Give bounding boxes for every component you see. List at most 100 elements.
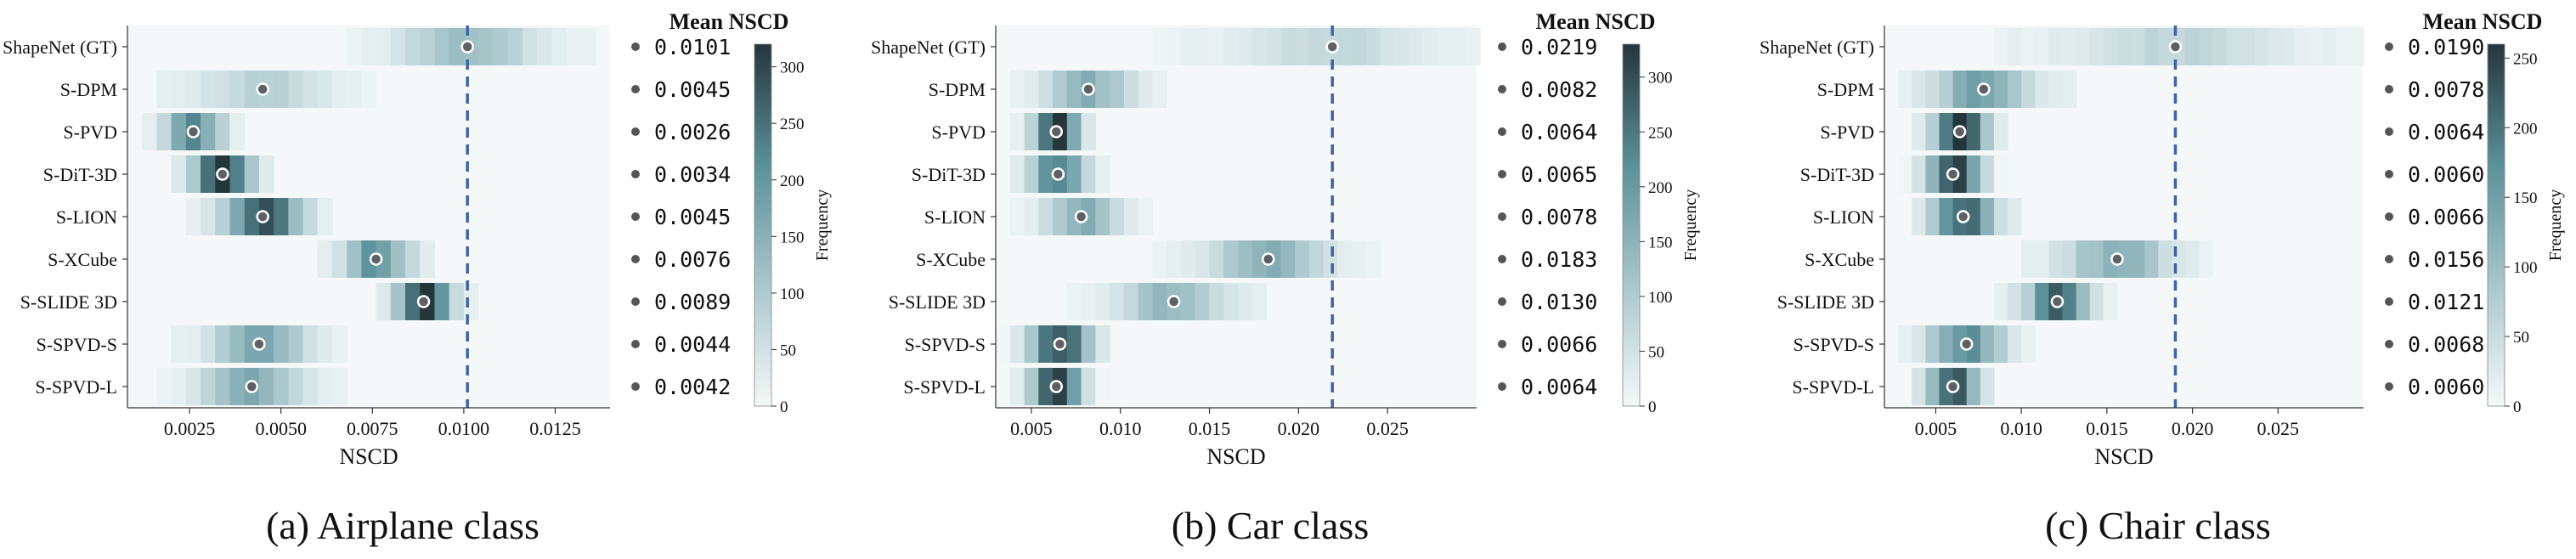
heatmap-cell <box>1925 325 1940 363</box>
x-axis-label: NSCD <box>339 444 398 469</box>
mean-value: 0.0045 <box>654 77 731 102</box>
colorbar <box>2487 43 2505 407</box>
y-tick-label: S-DiT-3D <box>1800 164 1874 185</box>
mean-value: 0.0064 <box>1521 120 1597 144</box>
y-tick-label: S-LION <box>56 206 117 228</box>
mean-value: 0.0082 <box>1521 77 1597 102</box>
y-tick-label: S-DiT-3D <box>912 164 986 185</box>
heatmap-cell <box>1024 155 1039 193</box>
mean-point <box>1049 125 1064 138</box>
heatmap-cell <box>1152 71 1167 108</box>
mean-point <box>245 380 259 393</box>
mean-bullet <box>631 85 640 93</box>
heatmap-cell <box>1195 283 1211 320</box>
heatmap-cell <box>2254 28 2268 65</box>
heatmap-cell <box>1024 71 1039 108</box>
heatmap-cell <box>1066 113 1082 150</box>
heatmap-cell <box>1167 240 1182 278</box>
heatmap-cell <box>2281 28 2296 65</box>
heatmap-cell <box>420 240 436 278</box>
y-tick-label: S-LION <box>1813 206 1874 228</box>
heatmap-cell <box>1195 28 1211 65</box>
mean-point <box>252 337 266 351</box>
heatmap-cell <box>1081 283 1096 320</box>
heatmap-cell <box>1939 368 1954 405</box>
heatmap-cell <box>1966 368 1981 405</box>
heatmap-cell <box>1380 28 1396 65</box>
heatmap-cell <box>1110 71 1125 108</box>
heatmap-cell <box>2062 28 2077 65</box>
heatmap-cell <box>302 71 319 108</box>
colorbar <box>1622 43 1641 407</box>
heatmap-cell <box>302 325 319 363</box>
heatmap-cell <box>317 198 333 235</box>
y-tick-label: S-DiT-3D <box>43 164 117 185</box>
mean-value: 0.0045 <box>654 205 731 229</box>
mean-point <box>216 167 229 181</box>
colorbar-tick-label: 150 <box>1648 234 1673 251</box>
heatmap-cell <box>1980 198 1995 235</box>
heatmap-cell <box>274 198 289 235</box>
heatmap-cell <box>2021 71 2036 108</box>
heatmap-cell <box>1925 198 1940 235</box>
y-tick-label: S-SLIDE 3D <box>889 291 986 313</box>
mean-point <box>1952 125 1967 138</box>
mean-point <box>1977 82 1991 96</box>
heatmap-cell <box>1138 283 1154 320</box>
colorbar-tick-label: 100 <box>780 285 805 303</box>
heatmap-cell <box>2035 28 2049 65</box>
x-tick-label: 0.020 <box>2172 418 2214 439</box>
x-tick-label: 0.005 <box>1915 418 1957 439</box>
heatmap-cell <box>1209 240 1224 278</box>
heatmap-cell <box>229 198 246 235</box>
heatmap-cell <box>1925 71 1940 108</box>
heatmap-cell <box>1009 71 1025 108</box>
mean-value: 0.0066 <box>2408 205 2484 229</box>
heatmap-cell <box>2076 283 2091 320</box>
heatmap-cell <box>1066 198 1082 235</box>
mean-point <box>2050 295 2065 308</box>
heatmap-cell <box>185 325 201 363</box>
heatmap-cell <box>361 71 377 108</box>
heatmap-cell <box>171 113 187 150</box>
heatmap-cell <box>361 28 377 65</box>
mean-point <box>1053 337 1067 351</box>
x-tick-label: 0.0025 <box>164 418 216 439</box>
y-tick-label: S-XCube <box>1805 249 1874 270</box>
heatmap-cell <box>331 368 347 405</box>
heatmap-cell <box>1952 71 1968 108</box>
heatmap-cell <box>1251 240 1268 278</box>
heatmap-cell <box>2295 28 2310 65</box>
heatmap-cell <box>215 198 231 235</box>
heatmap-cell <box>171 368 187 405</box>
heatmap-cell <box>185 198 201 235</box>
heatmap-cell <box>2131 28 2145 65</box>
heatmap-cell <box>1451 28 1467 65</box>
x-tick-label: 0.0125 <box>529 418 581 439</box>
heatmap-cell <box>1912 325 1926 363</box>
heatmap-cell <box>2103 240 2118 278</box>
heatmap-cell <box>1038 113 1054 150</box>
heatmap-cell <box>434 283 450 320</box>
heatmap-cell <box>2226 28 2241 65</box>
heatmap-cell <box>171 325 187 363</box>
heatmap-cell <box>1152 28 1167 65</box>
heatmap-cell <box>1251 283 1268 320</box>
heatmap-cell <box>2185 240 2200 278</box>
heatmap-cell <box>1038 155 1054 193</box>
heatmap-cell <box>2008 71 2022 108</box>
heatmap-cell <box>1323 240 1339 278</box>
heatmap-cell <box>2076 28 2091 65</box>
mean-bullet <box>2385 127 2393 136</box>
heatmap-cell <box>1123 71 1139 108</box>
mean-value: 0.0130 <box>1521 290 1597 314</box>
heatmap-cell <box>1081 113 1096 150</box>
mean-bullet <box>1498 42 1506 51</box>
heatmap-cell <box>566 28 582 65</box>
x-tick-label: 0.025 <box>1366 418 1409 439</box>
mean-point <box>1167 295 1181 308</box>
mean-bullet <box>2385 170 2393 178</box>
y-tick-label: S-PVD <box>63 121 117 143</box>
heatmap-cell <box>2116 240 2132 278</box>
y-tick-label: S-DPM <box>60 79 117 100</box>
